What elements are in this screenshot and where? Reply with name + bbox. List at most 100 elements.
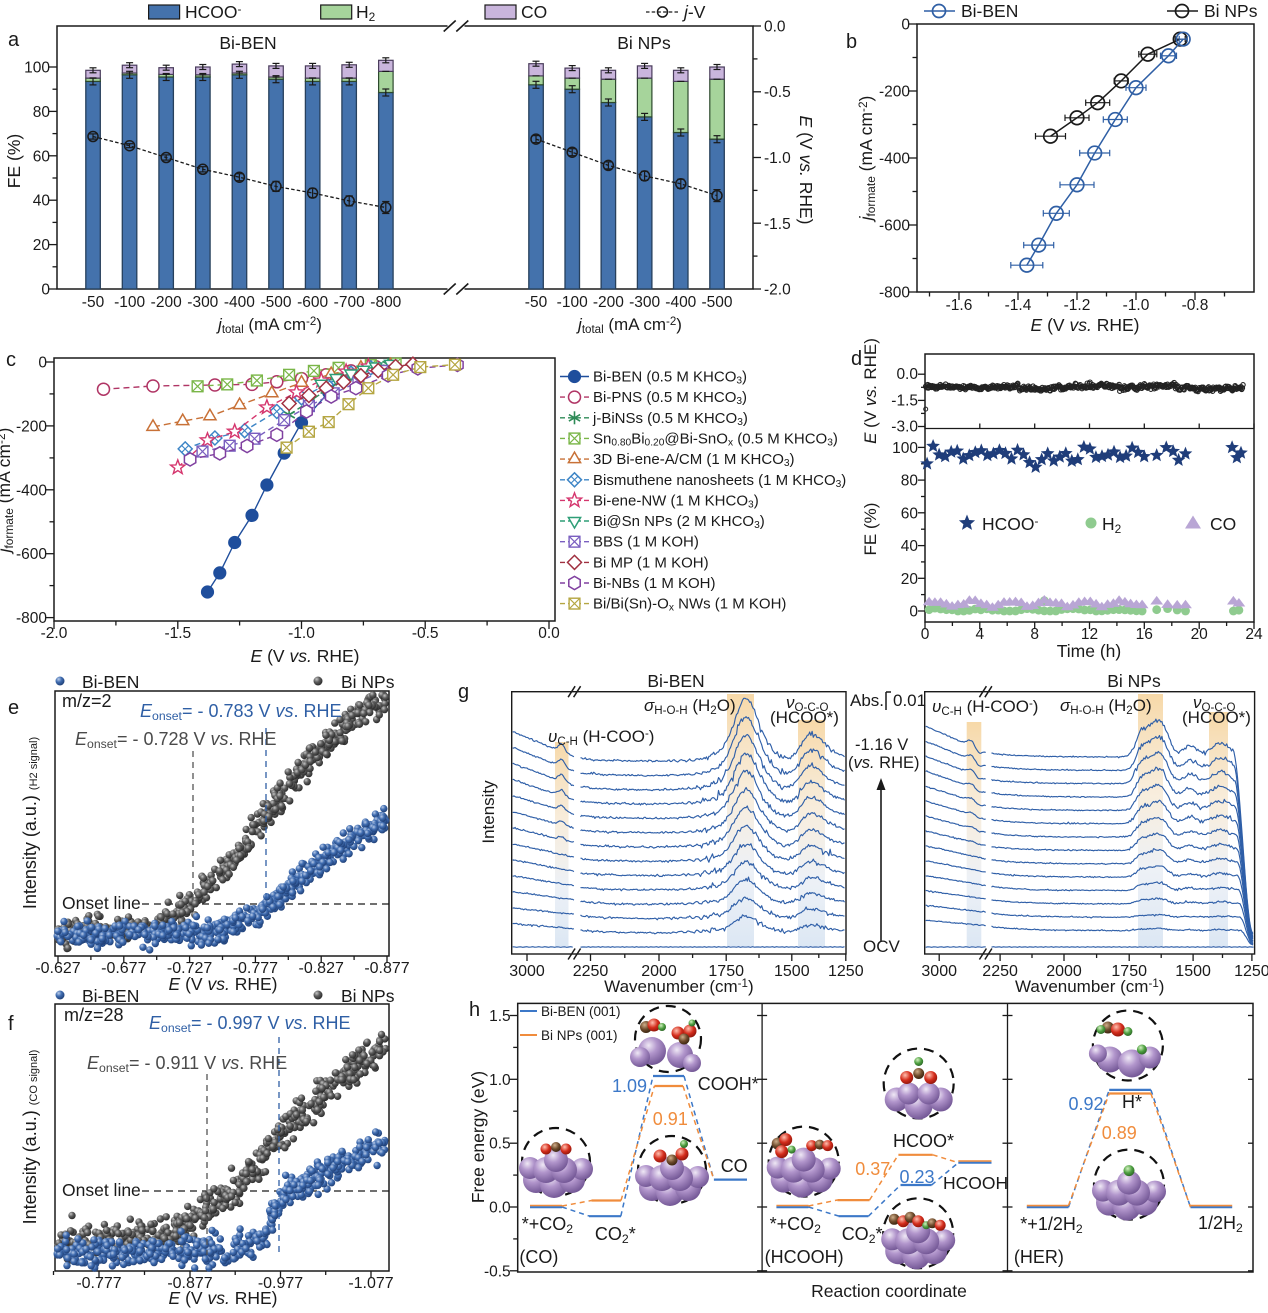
svg-text:Bi-BEN: Bi-BEN [82,986,139,1006]
svg-text:-0.877: -0.877 [167,1275,212,1292]
svg-text:-1.077: -1.077 [348,1275,393,1292]
svg-text:Bi-NBs (1 M KOH): Bi-NBs (1 M KOH) [593,575,716,592]
svg-text:-1.0: -1.0 [764,150,791,167]
svg-text:Bi@Sn NPs (2 M KHCO3): Bi@Sn NPs (2 M KHCO3) [593,513,765,531]
svg-text:h: h [469,999,480,1021]
svg-text:0.0: 0.0 [896,366,918,383]
svg-text:0.0: 0.0 [764,19,786,36]
svg-text:c: c [6,349,16,371]
svg-text:0.89: 0.89 [1102,1123,1137,1143]
svg-text:j-BiNSs (0.5 M KHCO3): j-BiNSs (0.5 M KHCO3) [592,410,748,428]
svg-text:0.37: 0.37 [855,1159,890,1179]
svg-text:-1.6: -1.6 [946,297,973,314]
svg-text:-300: -300 [629,294,660,311]
svg-text:-500: -500 [701,294,732,311]
svg-text:-400: -400 [879,151,910,168]
svg-text:20: 20 [901,571,919,588]
svg-text:g: g [458,681,469,703]
svg-text:-3.0: -3.0 [891,419,918,436]
svg-text:0.0: 0.0 [538,625,560,642]
svg-text:Time (h): Time (h) [1057,641,1122,661]
svg-text:-600: -600 [879,218,910,235]
svg-text:-700: -700 [334,294,365,311]
svg-text:1.5: 1.5 [489,1008,511,1025]
svg-text:-50: -50 [82,294,105,311]
svg-text:σH-O-H (H2O): σH-O-H (H2O) [644,696,736,717]
svg-text:-600: -600 [297,294,328,311]
svg-text:1/2H2: 1/2H2 [1198,1213,1243,1235]
svg-text:υC-H (H-COO-): υC-H (H-COO-) [548,727,654,748]
svg-text:60: 60 [33,148,51,165]
svg-text:4: 4 [975,626,984,643]
svg-text:-1.16 V: -1.16 V [855,736,908,754]
svg-text:(HER): (HER) [1014,1247,1064,1267]
svg-text:BBS (1 M KOH): BBS (1 M KOH) [593,534,699,551]
svg-text:E (V vs. RHE): E (V vs. RHE) [861,338,880,444]
svg-text:jtotal (mA cm-2): jtotal (mA cm-2) [216,315,322,336]
svg-text:jtotal (mA cm-2): jtotal (mA cm-2) [576,315,682,336]
svg-text:(vs. RHE): (vs. RHE) [848,754,920,772]
svg-text:m/z=28: m/z=28 [64,1005,124,1025]
svg-text:OCV: OCV [863,937,901,956]
svg-text:-2.0: -2.0 [41,625,68,642]
svg-text:Eonset= - 0.997 V vs. RHE: Eonset= - 0.997 V vs. RHE [149,1013,351,1035]
svg-text:2000: 2000 [1046,963,1082,980]
svg-text:Bi-BEN: Bi-BEN [961,1,1018,21]
svg-text:Eonset= - 0.728 V vs. RHE: Eonset= - 0.728 V vs. RHE [75,729,277,751]
svg-text:Onset line: Onset line [62,1180,141,1200]
svg-text:Eonset= - 0.783 V vs. RHE: Eonset= - 0.783 V vs. RHE [140,701,342,723]
svg-text:-1.5: -1.5 [164,625,191,642]
svg-text:0: 0 [909,604,918,621]
svg-text:-0.5: -0.5 [764,84,791,101]
svg-text:CO2*: CO2* [842,1224,883,1246]
svg-text:FE (%): FE (%) [861,503,880,556]
svg-text:Bi-BEN: Bi-BEN [647,671,704,691]
svg-text:j-V: j-V [682,2,706,22]
svg-text:Wavenumber (cm-1): Wavenumber (cm-1) [604,977,753,996]
svg-text:-100: -100 [114,294,145,311]
svg-text:Intensity: Intensity [479,780,498,844]
svg-text:-500: -500 [260,294,291,311]
svg-text:100: 100 [892,440,918,457]
svg-text:Bi NPs: Bi NPs [341,986,395,1006]
svg-text:0.0: 0.0 [489,1200,511,1217]
svg-text:Bi NPs: Bi NPs [341,672,395,692]
svg-text:νO-C-O: νO-C-O [786,693,829,714]
svg-text:-0.8: -0.8 [1182,297,1209,314]
svg-text:υC-H (H-COO-): υC-H (H-COO-) [932,697,1038,718]
svg-text:0.01: 0.01 [893,691,926,710]
svg-text:Bi-BEN: Bi-BEN [219,33,276,53]
svg-text:-1.5: -1.5 [764,216,791,233]
svg-text:-0.827: -0.827 [299,960,344,977]
svg-text:Bi-PNS (0.5 M KHCO3): Bi-PNS (0.5 M KHCO3) [593,389,747,407]
svg-text:H*: H* [1122,1092,1142,1112]
svg-text:*+CO2: *+CO2 [522,1214,574,1236]
svg-text:(CO): (CO) [519,1247,558,1267]
svg-text:Eonset= - 0.911 V vs. RHE: Eonset= - 0.911 V vs. RHE [87,1053,287,1075]
svg-text:1750: 1750 [1111,963,1147,980]
svg-text:-200: -200 [151,294,182,311]
svg-text:E (V vs. RHE): E (V vs. RHE) [169,1288,278,1308]
svg-text:-2.0: -2.0 [764,282,791,299]
svg-text:0: 0 [38,355,47,372]
svg-text:-400: -400 [16,482,47,499]
svg-text:-300: -300 [187,294,218,311]
svg-text:-800: -800 [16,610,47,627]
svg-text:HCOOH: HCOOH [943,1173,1008,1193]
svg-text:Abs.: Abs. [850,691,884,710]
svg-text:νO-C-O: νO-C-O [1193,693,1236,714]
svg-text:H2: H2 [356,2,376,24]
svg-text:a: a [8,29,20,51]
svg-text:-1.0: -1.0 [288,625,315,642]
svg-text:-600: -600 [16,546,47,563]
svg-text:-1.2: -1.2 [1064,297,1091,314]
svg-text:0.23: 0.23 [900,1167,935,1187]
svg-text:1250: 1250 [1234,963,1268,980]
svg-text:-400: -400 [665,294,696,311]
svg-text:0: 0 [41,282,50,299]
svg-text:-1.5: -1.5 [891,392,918,409]
svg-text:Bi NPs (001): Bi NPs (001) [541,1028,618,1043]
svg-text:CO: CO [721,1156,748,1176]
svg-text:3D Bi-ene-A/CM (1 M KHCO3): 3D Bi-ene-A/CM (1 M KHCO3) [593,451,795,469]
svg-text:HCOO*: HCOO* [893,1131,954,1151]
